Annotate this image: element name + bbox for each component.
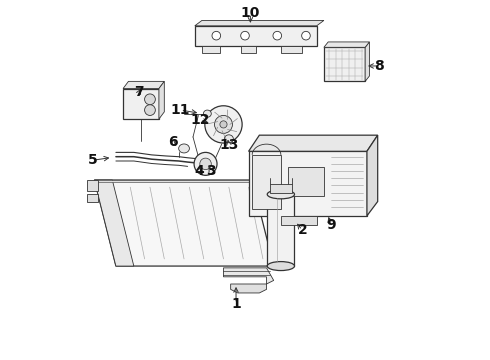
Polygon shape xyxy=(231,284,267,293)
Polygon shape xyxy=(367,135,378,216)
Polygon shape xyxy=(95,180,252,182)
Text: 8: 8 xyxy=(374,59,384,73)
Text: 5: 5 xyxy=(88,153,98,167)
Circle shape xyxy=(302,31,310,40)
Polygon shape xyxy=(87,194,98,202)
Ellipse shape xyxy=(203,110,211,117)
Polygon shape xyxy=(223,268,274,284)
Text: 7: 7 xyxy=(134,85,144,99)
Bar xyxy=(267,194,294,266)
Bar xyxy=(123,89,159,119)
Circle shape xyxy=(273,31,282,40)
Circle shape xyxy=(215,116,232,134)
Circle shape xyxy=(212,31,220,40)
Polygon shape xyxy=(281,216,317,225)
Text: 10: 10 xyxy=(241,6,260,20)
Polygon shape xyxy=(252,155,281,209)
Polygon shape xyxy=(159,81,164,119)
Text: 4: 4 xyxy=(194,164,204,178)
Text: 11: 11 xyxy=(171,103,190,117)
Text: 6: 6 xyxy=(168,135,177,149)
Circle shape xyxy=(194,152,217,175)
Circle shape xyxy=(205,106,242,143)
Polygon shape xyxy=(195,26,317,45)
Polygon shape xyxy=(195,21,324,26)
Text: 13: 13 xyxy=(219,138,239,152)
Polygon shape xyxy=(281,45,302,53)
Circle shape xyxy=(145,105,155,116)
Text: 1: 1 xyxy=(231,297,241,311)
Polygon shape xyxy=(270,184,292,193)
Ellipse shape xyxy=(179,144,190,153)
Text: 9: 9 xyxy=(326,218,336,232)
Circle shape xyxy=(200,158,211,170)
Text: 12: 12 xyxy=(191,113,210,127)
Polygon shape xyxy=(87,180,98,191)
Polygon shape xyxy=(288,167,324,196)
Polygon shape xyxy=(248,151,367,216)
Ellipse shape xyxy=(224,135,233,143)
Polygon shape xyxy=(123,81,164,89)
Text: 3: 3 xyxy=(206,164,216,178)
Polygon shape xyxy=(248,135,378,151)
Ellipse shape xyxy=(267,190,294,199)
Polygon shape xyxy=(242,45,256,53)
Polygon shape xyxy=(202,45,220,53)
Bar xyxy=(324,47,365,81)
Ellipse shape xyxy=(267,262,294,271)
Circle shape xyxy=(220,121,227,128)
Polygon shape xyxy=(324,42,369,47)
Polygon shape xyxy=(95,180,134,266)
Circle shape xyxy=(145,94,155,105)
Text: 2: 2 xyxy=(297,223,307,237)
Polygon shape xyxy=(95,180,274,266)
Circle shape xyxy=(241,31,249,40)
Polygon shape xyxy=(365,42,369,81)
